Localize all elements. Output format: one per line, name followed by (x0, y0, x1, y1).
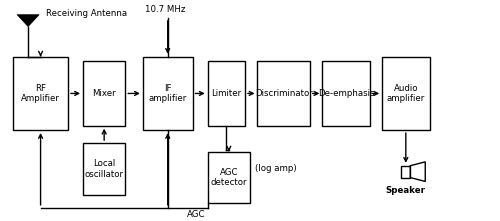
Text: Receiving Antenna: Receiving Antenna (46, 9, 126, 18)
FancyBboxPatch shape (143, 57, 192, 130)
Text: Discriminator: Discriminator (255, 89, 312, 98)
FancyBboxPatch shape (258, 61, 310, 126)
FancyBboxPatch shape (83, 61, 126, 126)
Text: RF
Amplifier: RF Amplifier (21, 84, 60, 103)
Text: 10.7 MHz: 10.7 MHz (145, 5, 186, 14)
FancyBboxPatch shape (322, 61, 370, 126)
FancyBboxPatch shape (83, 143, 126, 195)
Polygon shape (17, 15, 39, 27)
Text: (log amp): (log amp) (255, 164, 296, 173)
Text: Speaker: Speaker (386, 186, 426, 195)
Text: AGC: AGC (186, 210, 205, 219)
Text: Audio
amplifier: Audio amplifier (386, 84, 425, 103)
Bar (402, 166, 410, 178)
FancyBboxPatch shape (13, 57, 68, 130)
Text: IF
amplifier: IF amplifier (148, 84, 187, 103)
Text: De-emphasis: De-emphasis (318, 89, 374, 98)
Text: AGC
detector: AGC detector (210, 168, 247, 187)
FancyBboxPatch shape (208, 61, 245, 126)
Text: Local
oscillator: Local oscillator (84, 159, 124, 179)
Text: Limiter: Limiter (212, 89, 242, 98)
FancyBboxPatch shape (208, 152, 250, 204)
FancyBboxPatch shape (382, 57, 430, 130)
Text: Mixer: Mixer (92, 89, 116, 98)
